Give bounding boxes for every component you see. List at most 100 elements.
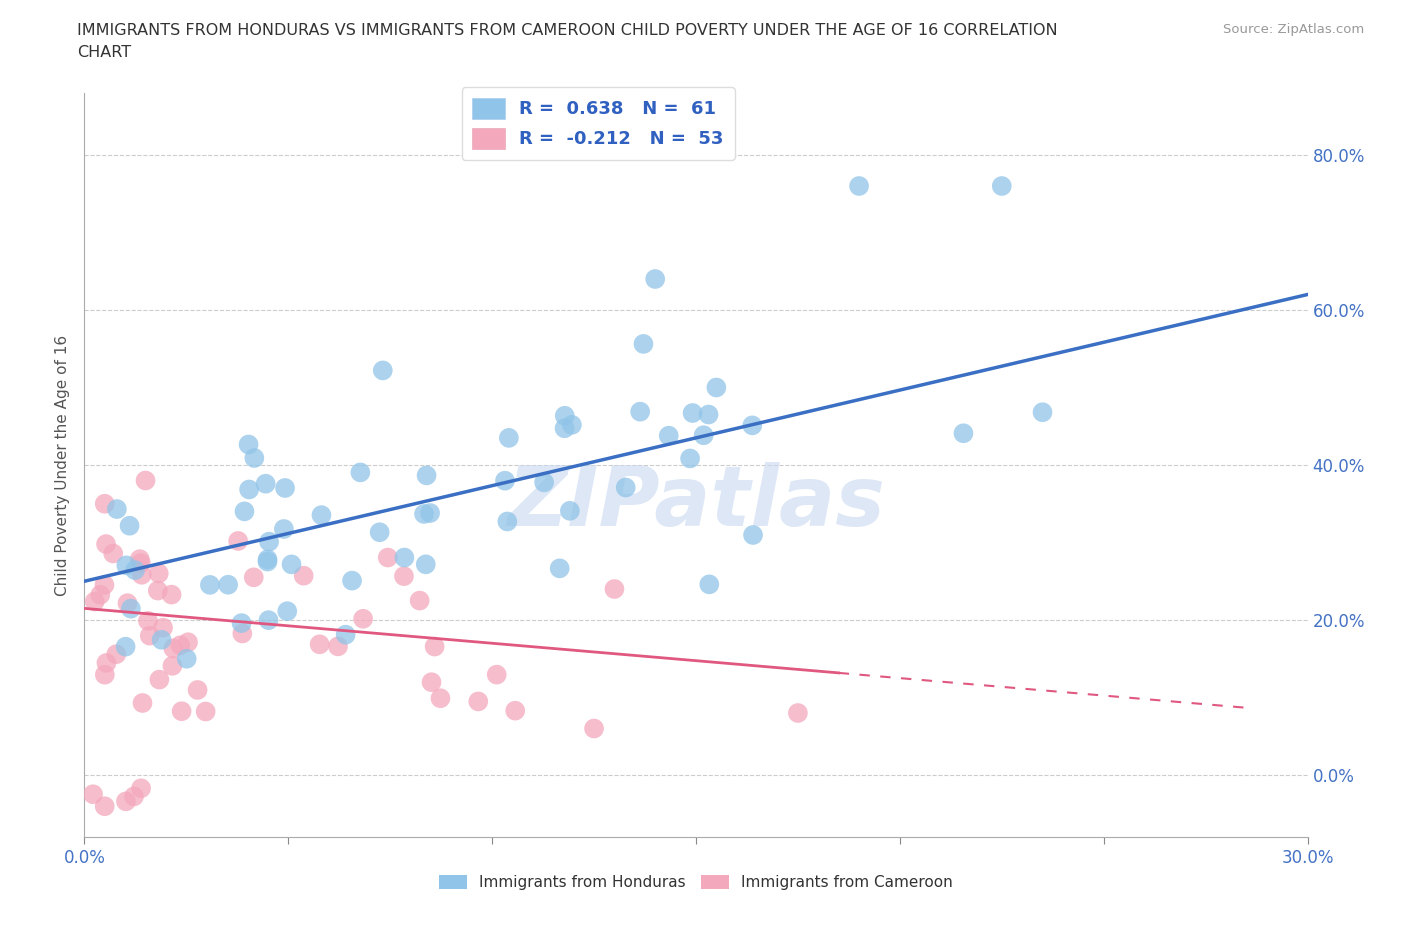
Immigrants from Honduras (115, 558, 138, 573)
Immigrants from Honduras (120, 601, 142, 616)
Immigrants from Honduras (233, 504, 256, 519)
Immigrants from Honduras (548, 561, 571, 576)
Immigrants from Honduras (124, 563, 146, 578)
Immigrants from Cameroon (485, 667, 508, 682)
Immigrants from Honduras (276, 604, 298, 618)
Y-axis label: Child Poverty Under the Age of 16: Child Poverty Under the Age of 16 (55, 335, 70, 595)
Immigrants from Cameroon (93, 497, 115, 512)
Immigrants from Honduras (254, 476, 277, 491)
Text: Source: ZipAtlas.com: Source: ZipAtlas.com (1223, 23, 1364, 36)
Immigrants from Honduras (335, 627, 357, 642)
Immigrants from Cameroon (115, 794, 138, 809)
Immigrants from Honduras (742, 527, 765, 542)
Immigrants from Cameroon (169, 638, 191, 653)
Immigrants from Cameroon (787, 706, 810, 721)
Immigrants from Honduras (498, 431, 520, 445)
Immigrants from Cameroon (128, 551, 150, 566)
Immigrants from Honduras (238, 437, 260, 452)
Immigrants from Cameroon (83, 594, 105, 609)
Immigrants from Cameroon (117, 596, 139, 611)
Immigrants from Honduras (991, 179, 1014, 193)
Immigrants from Cameroon (187, 683, 209, 698)
Immigrants from Honduras (494, 473, 516, 488)
Immigrants from Honduras (105, 501, 128, 516)
Immigrants from Honduras (697, 407, 720, 422)
Immigrants from Honduras (198, 578, 221, 592)
Immigrants from Honduras (614, 480, 637, 495)
Immigrants from Honduras (952, 426, 974, 441)
Immigrants from Honduras (533, 475, 555, 490)
Immigrants from Cameroon (131, 696, 153, 711)
Immigrants from Honduras (561, 418, 583, 432)
Immigrants from Honduras (340, 573, 363, 588)
Immigrants from Cameroon (160, 587, 183, 602)
Immigrants from Honduras (644, 272, 666, 286)
Immigrants from Honduras (150, 632, 173, 647)
Immigrants from Cameroon (408, 593, 430, 608)
Immigrants from Cameroon (420, 675, 443, 690)
Immigrants from Cameroon (392, 569, 415, 584)
Immigrants from Cameroon (136, 614, 159, 629)
Immigrants from Cameroon (467, 694, 489, 709)
Immigrants from Honduras (257, 534, 280, 549)
Immigrants from Honduras (554, 421, 576, 436)
Immigrants from Cameroon (152, 620, 174, 635)
Text: ZIPatlas: ZIPatlas (508, 461, 884, 543)
Immigrants from Honduras (280, 557, 302, 572)
Immigrants from Honduras (658, 428, 681, 443)
Immigrants from Honduras (114, 639, 136, 654)
Immigrants from Honduras (741, 418, 763, 432)
Immigrants from Cameroon (194, 704, 217, 719)
Immigrants from Honduras (706, 380, 728, 395)
Immigrants from Honduras (1031, 405, 1053, 419)
Immigrants from Honduras (413, 507, 436, 522)
Immigrants from Cameroon (94, 667, 117, 682)
Immigrants from Cameroon (429, 691, 451, 706)
Immigrants from Cameroon (96, 656, 118, 671)
Immigrants from Cameroon (93, 578, 115, 592)
Immigrants from Honduras (692, 428, 714, 443)
Immigrants from Cameroon (162, 641, 184, 656)
Immigrants from Cameroon (148, 672, 170, 687)
Immigrants from Honduras (558, 503, 581, 518)
Immigrants from Cameroon (326, 639, 349, 654)
Immigrants from Honduras (311, 508, 333, 523)
Immigrants from Cameroon (308, 637, 330, 652)
Immigrants from Cameroon (148, 566, 170, 581)
Immigrants from Cameroon (423, 639, 446, 654)
Immigrants from Cameroon (129, 555, 152, 570)
Immigrants from Honduras (496, 514, 519, 529)
Immigrants from Cameroon (603, 581, 626, 596)
Immigrants from Honduras (231, 616, 253, 631)
Immigrants from Honduras (628, 405, 651, 419)
Immigrants from Cameroon (377, 550, 399, 565)
Immigrants from Cameroon (352, 611, 374, 626)
Immigrants from Honduras (274, 481, 297, 496)
Immigrants from Honduras (848, 179, 870, 193)
Immigrants from Honduras (349, 465, 371, 480)
Immigrants from Honduras (256, 551, 278, 566)
Immigrants from Honduras (682, 405, 704, 420)
Immigrants from Honduras (273, 522, 295, 537)
Immigrants from Cameroon (170, 704, 193, 719)
Immigrants from Cameroon (292, 568, 315, 583)
Immigrants from Honduras (554, 408, 576, 423)
Immigrants from Honduras (394, 551, 416, 565)
Immigrants from Cameroon (177, 635, 200, 650)
Immigrants from Cameroon (94, 537, 117, 551)
Immigrants from Honduras (415, 557, 437, 572)
Immigrants from Honduras (415, 468, 437, 483)
Immigrants from Cameroon (231, 626, 253, 641)
Immigrants from Honduras (679, 451, 702, 466)
Immigrants from Cameroon (146, 583, 169, 598)
Immigrants from Cameroon (105, 646, 128, 661)
Immigrants from Cameroon (89, 588, 111, 603)
Immigrants from Cameroon (93, 799, 115, 814)
Immigrants from Honduras (419, 506, 441, 521)
Immigrants from Cameroon (122, 789, 145, 804)
Immigrants from Cameroon (162, 658, 184, 673)
Immigrants from Cameroon (242, 570, 264, 585)
Immigrants from Cameroon (503, 703, 526, 718)
Immigrants from Honduras (371, 363, 394, 378)
Immigrants from Honduras (256, 554, 278, 569)
